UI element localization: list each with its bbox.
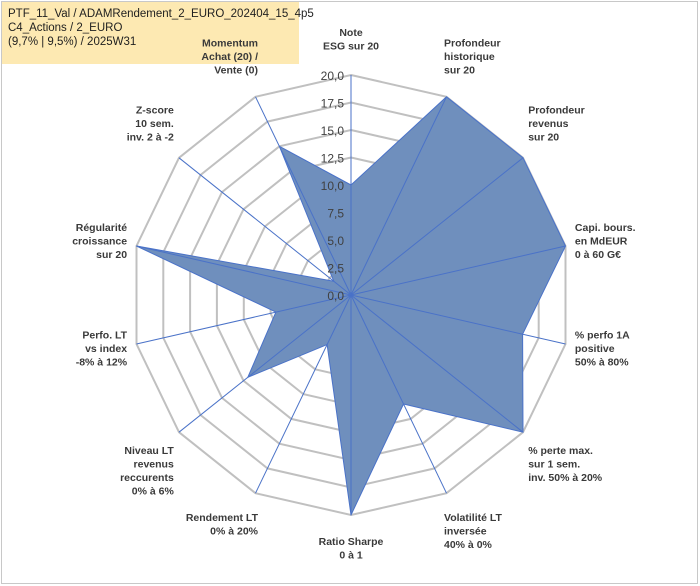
category-label-line: Volatilité LT [444,512,503,524]
axis-spoke-11 [136,245,352,296]
axis-spoke-3 [350,245,566,296]
category-label-line: ESG sur 20 [323,41,379,53]
category-label-line: Perfo. LT [82,330,127,342]
title-line-2: C4_Actions / 2_EURO [8,22,123,34]
axis-spoke-12 [178,157,352,296]
category-label-line: Vente (0) [214,65,258,77]
category-label-6: Volatilité LT inversée 40% à 0% [444,512,503,551]
category-label-line: sur 20 [444,65,475,77]
tick-label-6: 15,0 [321,124,345,138]
category-label-line: Profondeur [444,38,501,50]
category-label-1: Profondeur historique sur 20 [444,38,501,77]
category-label-line: Z-score [136,105,174,117]
tick-label-3: 7,5 [327,207,344,221]
category-label-line: inv. 50% à 20% [528,472,603,484]
tick-label-2: 5,0 [327,234,344,248]
axis-spoke-6 [350,294,447,494]
category-label-line: positive [575,343,615,355]
axis-spoke-8 [255,294,352,494]
category-label-line: sur 20 [96,249,127,261]
category-label-2: Profondeur revenus sur 20 [528,105,585,144]
category-label-line: Achat (20) / [201,51,258,63]
axis-spoke-2 [350,157,524,296]
category-label-line: Ratio Sharpe [319,536,384,548]
category-label-line: % perte max. [528,445,593,457]
category-label-line: Niveau LT [124,445,174,457]
category-label-line: 40% à 0% [444,539,493,551]
tick-label-4: 10,0 [321,179,345,193]
title-line-1: PTF_11_Val / ADAMRendement_2_EURO_202404… [8,8,314,20]
category-label-line: Rendement LT [186,512,259,524]
category-label-12: Z-score 10 sem. inv. 2 à -2 [127,105,174,144]
axis-spoke-5 [350,294,524,433]
category-label-13: Momentum Achat (20) / Vente (0) [201,38,258,77]
tick-label-1: 2,5 [327,262,344,276]
category-label-line: croissance [72,235,127,247]
category-label-line: revenus [134,458,174,470]
category-label-4: % perfo 1A positive 50% à 80% [575,330,630,369]
category-label-11: Régularité croissance sur 20 [72,222,127,261]
tick-label-0: 0,0 [327,289,344,303]
category-label-0: Note ESG sur 20 [323,27,379,53]
category-label-line: Régularité [76,222,128,234]
category-label-line: inversée [444,526,487,538]
category-label-line: -8% à 12% [76,357,128,369]
category-label-line: 0% à 20% [210,526,259,538]
category-label-line: 0% à 6% [132,485,175,497]
category-label-line: revenus [528,118,568,130]
axis-spoke-13 [255,96,352,296]
category-label-line: Capi. bours. [575,222,636,234]
tick-label-7: 17,5 [321,97,345,111]
title-line-3: (9,7% | 9,5%) / 2025W31 [8,36,137,48]
category-label-7: Ratio Sharpe 0 à 1 [319,536,384,562]
category-label-line: reccurents [120,472,174,484]
category-label-line: en MdEUR [575,235,628,247]
chart-title-box: PTF_11_Val / ADAMRendement_2_EURO_202404… [2,2,314,64]
category-label-8: Rendement LT 0% à 20% [186,512,259,538]
category-label-line: inv. 2 à -2 [127,132,174,144]
category-label-line: sur 1 sem. [528,458,580,470]
axis-spoke-9 [178,294,352,433]
category-label-10: Perfo. LT vs index -8% à 12% [76,330,128,369]
category-label-9: Niveau LT revenus reccurents 0% à 6% [120,445,174,498]
category-label-line: 50% à 80% [575,357,629,369]
category-label-line: 0 à 60 G€ [575,249,621,261]
axis-spoke-10 [136,294,352,345]
category-label-5: % perte max. sur 1 sem. inv. 50% à 20% [528,445,603,484]
category-label-line: sur 20 [528,132,559,144]
category-label-line: 0 à 1 [339,550,363,562]
category-label-line: 10 sem. [135,118,174,130]
axis-spoke-1 [350,96,447,296]
axis-spoke-4 [350,294,566,345]
category-label-line: historique [444,51,495,63]
category-label-line: vs index [85,343,127,355]
category-label-line: Note [339,27,362,39]
tick-label-8: 20,0 [321,69,345,83]
category-label-line: % perfo 1A [575,330,630,342]
tick-label-5: 12,5 [321,152,345,166]
category-label-3: Capi. bours. en MdEUR 0 à 60 G€ [575,222,636,261]
category-label-line: Profondeur [528,105,585,117]
category-label-line: Momentum [202,38,258,50]
